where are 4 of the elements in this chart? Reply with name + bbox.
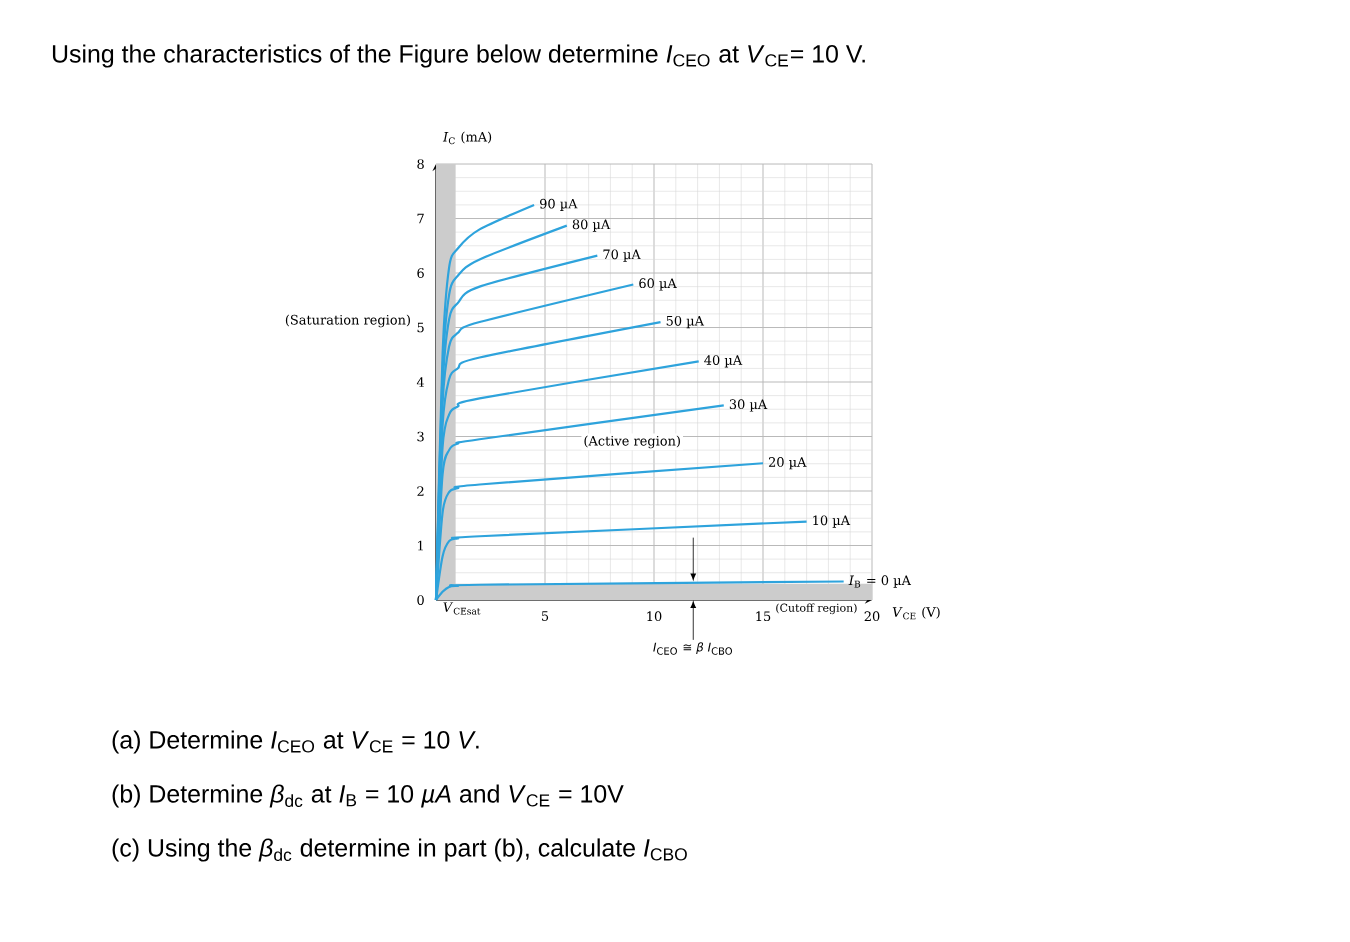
- chart-title: Using the characteristics of the Figure below determine I$_{CEO}$ at V$_{CE}$= 10 V.: [52, 44, 865, 68]
- text: (c) Using the β$_{dc}$ determine in part (b), calculate I$_{CBO}$: [112, 838, 687, 862]
- text: (b) Determine β$_{dc}$ at I$_{B}$ = 10 µA and V$_{CE}$ = 10V: [112, 784, 624, 808]
- text: (a) Determine I$_{CEO}$ at V$_{CE}$ = 10 V.: [112, 730, 479, 754]
